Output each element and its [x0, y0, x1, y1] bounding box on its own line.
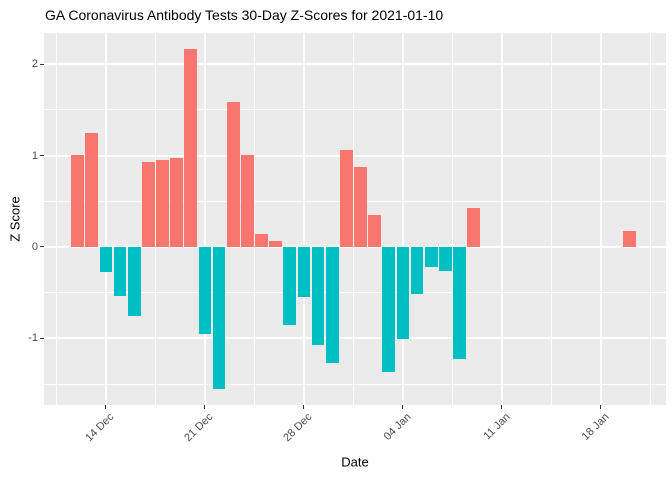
bar: [382, 246, 396, 373]
h-gridline-major: [44, 245, 666, 248]
v-gridline-minor: [154, 33, 156, 405]
v-gridline-major: [401, 33, 404, 405]
bar: [226, 101, 240, 247]
bar: [311, 246, 325, 345]
v-gridline-major: [302, 33, 305, 405]
bar: [184, 48, 198, 247]
x-tick-label: 21 Dec: [182, 411, 216, 445]
x-tick-mark: [600, 405, 602, 409]
h-gridline-minor: [44, 109, 666, 111]
bar: [198, 246, 212, 334]
x-tick-label: 04 Jan: [381, 411, 414, 443]
h-gridline-minor: [44, 292, 666, 294]
bar: [325, 246, 339, 363]
y-tick-mark: [40, 155, 44, 156]
y-tick-mark: [40, 246, 44, 248]
h-gridline-minor: [44, 383, 666, 385]
v-gridline-minor: [253, 33, 255, 405]
plot-panel: [44, 33, 666, 405]
bar: [170, 158, 183, 247]
bar: [113, 246, 127, 297]
y-tick-mark: [40, 63, 44, 65]
x-tick-label: 28 Dec: [281, 411, 315, 445]
bar: [283, 246, 297, 325]
bar: [269, 240, 282, 247]
bar: [368, 214, 381, 247]
x-axis-title: Date: [341, 454, 369, 470]
h-gridline-major: [44, 63, 666, 66]
x-tick-mark: [105, 405, 107, 409]
x-tick-label: 11 Jan: [481, 411, 513, 443]
bar: [340, 150, 353, 247]
y-tick-label: 1: [31, 149, 38, 162]
bar: [241, 154, 254, 247]
bar: [297, 246, 311, 298]
x-tick-mark: [402, 405, 404, 409]
bar: [354, 167, 367, 247]
v-gridline-minor: [451, 33, 453, 405]
bar: [396, 246, 410, 340]
y-tick-label: 2: [31, 58, 38, 71]
x-tick-label: 18 Jan: [579, 411, 612, 443]
bar: [71, 154, 84, 247]
v-gridline-major: [104, 33, 107, 405]
x-tick-mark: [204, 405, 206, 409]
bar: [156, 160, 169, 247]
h-gridline-major: [44, 337, 666, 340]
v-gridline-major: [500, 33, 503, 405]
x-tick-label: 14 Dec: [83, 411, 117, 445]
y-axis-title: Z Score: [7, 196, 23, 242]
bar: [453, 246, 466, 360]
v-gridline-minor: [649, 33, 651, 405]
v-gridline-minor: [55, 33, 57, 405]
y-tick-mark: [40, 337, 44, 339]
y-tick-label: 0: [31, 240, 38, 253]
bar: [410, 246, 424, 295]
bar: [622, 231, 636, 247]
bar: [467, 207, 480, 247]
v-gridline-minor: [352, 33, 354, 405]
bar: [85, 132, 99, 247]
y-tick-label: -1: [28, 332, 38, 345]
bar: [142, 161, 155, 247]
bar: [127, 246, 141, 317]
bar: [439, 246, 452, 271]
v-gridline-major: [203, 33, 206, 405]
bar: [99, 246, 113, 272]
bar: [212, 246, 226, 389]
x-tick-mark: [501, 405, 503, 409]
chart-title: GA Coronavirus Antibody Tests 30-Day Z-S…: [45, 7, 444, 23]
x-tick-mark: [303, 405, 305, 409]
h-gridline-major: [44, 154, 666, 157]
v-gridline-minor: [550, 33, 552, 405]
v-gridline-major: [599, 33, 602, 405]
bar: [255, 234, 268, 247]
bar: [424, 246, 438, 267]
